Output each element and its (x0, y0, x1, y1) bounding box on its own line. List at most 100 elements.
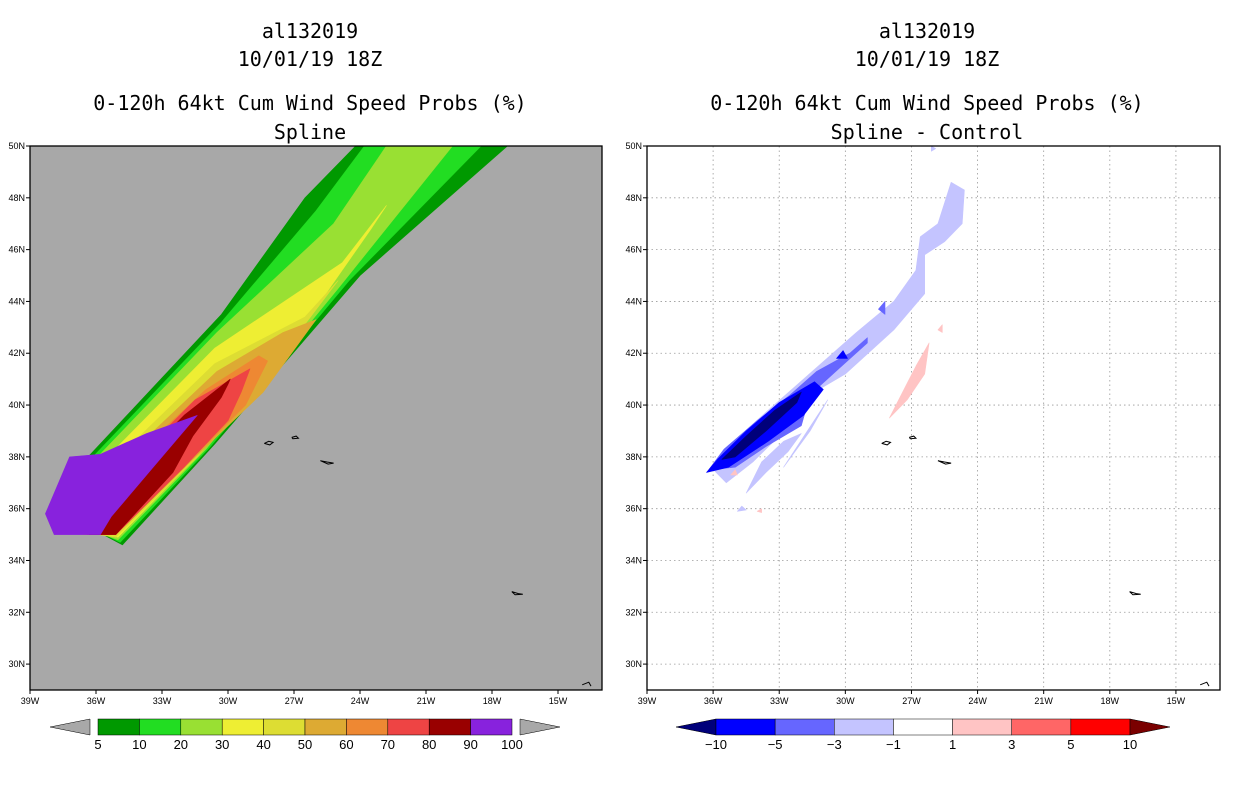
y-tick-label: 34N (8, 555, 25, 565)
colorbar-label: 90 (463, 737, 477, 752)
contour-fill-1 (730, 469, 738, 476)
colorbar-label: 80 (422, 737, 436, 752)
plot-frame (646, 145, 1221, 691)
colorbar-over-triangle (519, 718, 561, 736)
coastline-flores (264, 440, 275, 446)
colorbar-label: 10 (1123, 737, 1137, 752)
chart-title: 0-120h 64kt Cum Wind Speed Probs (%) (93, 91, 526, 115)
x-tick-label: 15W (549, 696, 568, 706)
colorbar-swatch (304, 718, 347, 736)
colorbar-swatch (893, 718, 953, 736)
colorbar-over-triangle (1129, 718, 1171, 736)
contour-fill-neg1 (737, 505, 747, 512)
y-tick-label: 38N (625, 452, 642, 462)
colorbar-under-triangle (675, 718, 717, 736)
y-tick-label: 42N (625, 348, 642, 358)
colorbar-swatch (1011, 718, 1072, 736)
x-tick-label: 24W (351, 696, 370, 706)
y-tick-label: 32N (8, 607, 25, 617)
colorbar-swatch (221, 718, 264, 736)
x-tick-label: 27W (902, 696, 921, 706)
colorbar-swatch (470, 718, 513, 736)
colorbar-label: 1 (949, 737, 956, 752)
coastline-flores (881, 440, 892, 446)
colorbar-swatch (97, 718, 140, 736)
y-tick-label: 34N (625, 555, 642, 565)
colorbar-swatch (180, 718, 223, 736)
contour-fill-neg10 (721, 391, 802, 460)
colorbar-swatch (715, 718, 776, 736)
contour-fill-90 (45, 415, 198, 535)
contour-fill-1 (756, 508, 762, 513)
chart-subtitle: Spline (274, 120, 346, 144)
storm-id-label: al132019 (879, 19, 975, 43)
plot-area: 39W 36W 33W 30W 27W 24W 21W 18W 15W 30N 32N 34N 36N 3… (625, 141, 1221, 706)
colorbar-label: 3 (1008, 737, 1015, 752)
y-tick-label: 50N (8, 141, 25, 151)
colorbar-label: 30 (215, 737, 229, 752)
y-tick-label: 48N (625, 193, 642, 203)
colorbar-label: −3 (827, 737, 842, 752)
x-tick-label: 33W (153, 696, 172, 706)
colorbar-label: 100 (501, 737, 523, 752)
contour-fill-1 (889, 342, 930, 419)
x-tick-label: 33W (770, 696, 789, 706)
datetime-label: 10/01/19 18Z (855, 47, 1000, 71)
x-tick-label: 36W (87, 696, 106, 706)
coastline-terceira (291, 435, 300, 440)
y-tick-label: 44N (8, 296, 25, 306)
coastline-madeira (511, 591, 523, 596)
y-tick-label: 44N (625, 296, 642, 306)
colorbar-label: 50 (298, 737, 312, 752)
colorbar-label: 60 (339, 737, 353, 752)
y-tick-label: 42N (8, 348, 25, 358)
y-tick-label: 30N (625, 659, 642, 669)
y-tick-label: 46N (625, 245, 642, 255)
colorbar-swatch (139, 718, 182, 736)
x-tick-label: 15W (1167, 696, 1186, 706)
contour-fill-neg1 (783, 399, 829, 468)
coastline-terceira (908, 435, 918, 440)
colorbar-label: 10 (132, 737, 146, 752)
x-tick-label: 30W (219, 696, 238, 706)
contour-fill-neg1 (930, 146, 937, 152)
contour-fill-neg1 (745, 433, 802, 494)
colorbar-label: 70 (381, 737, 395, 752)
colorbar-label: 20 (174, 737, 188, 752)
y-tick-label: 30N (8, 659, 25, 669)
y-tick-label: 40N (625, 400, 642, 410)
colorbar-label: −1 (886, 737, 901, 752)
colorbar-under-triangle (49, 718, 91, 736)
colorbar-label: 40 (256, 737, 270, 752)
colorbar-label: 5 (94, 737, 101, 752)
x-tick-label: 21W (417, 696, 436, 706)
coastline-sao-miguel (937, 460, 952, 465)
datetime-label: 10/01/19 18Z (238, 47, 383, 71)
x-tick-label: 36W (704, 696, 723, 706)
colorbar-swatch (346, 718, 389, 736)
plot-area: 39W 36W 33W 30W 27W 24W 21W 18W 15W 30N 32N 34N 36N 3… (8, 141, 603, 706)
coastline-canaries (1200, 681, 1210, 687)
y-tick-label: 50N (625, 141, 642, 151)
colorbar-swatch (428, 718, 471, 736)
x-tick-label: 18W (1101, 696, 1120, 706)
colorbar-label: 5 (1067, 737, 1074, 752)
contour-fill-1 (937, 324, 943, 333)
colorbar-swatch (774, 718, 835, 736)
x-tick-label: 39W (21, 696, 40, 706)
colorbar-swatch (1070, 718, 1131, 736)
storm-id-label: al132019 (262, 19, 358, 43)
coastline-canaries (582, 681, 592, 687)
y-tick-label: 46N (8, 245, 25, 255)
panel-spline-minus-control: al132019 10/01/19 18Z 0-120h 64kt Cum Wi… (625, 19, 1221, 752)
y-tick-label: 36N (8, 504, 25, 514)
x-tick-label: 30W (836, 696, 855, 706)
x-tick-label: 24W (968, 696, 987, 706)
y-tick-label: 38N (8, 452, 25, 462)
plot-frame (29, 145, 603, 691)
colorbar-label: −5 (768, 737, 783, 752)
y-tick-label: 48N (8, 193, 25, 203)
coastline-sao-miguel (320, 460, 334, 465)
colorbar: 5 10 20 30 40 50 60 70 80 90 100 (49, 718, 561, 752)
